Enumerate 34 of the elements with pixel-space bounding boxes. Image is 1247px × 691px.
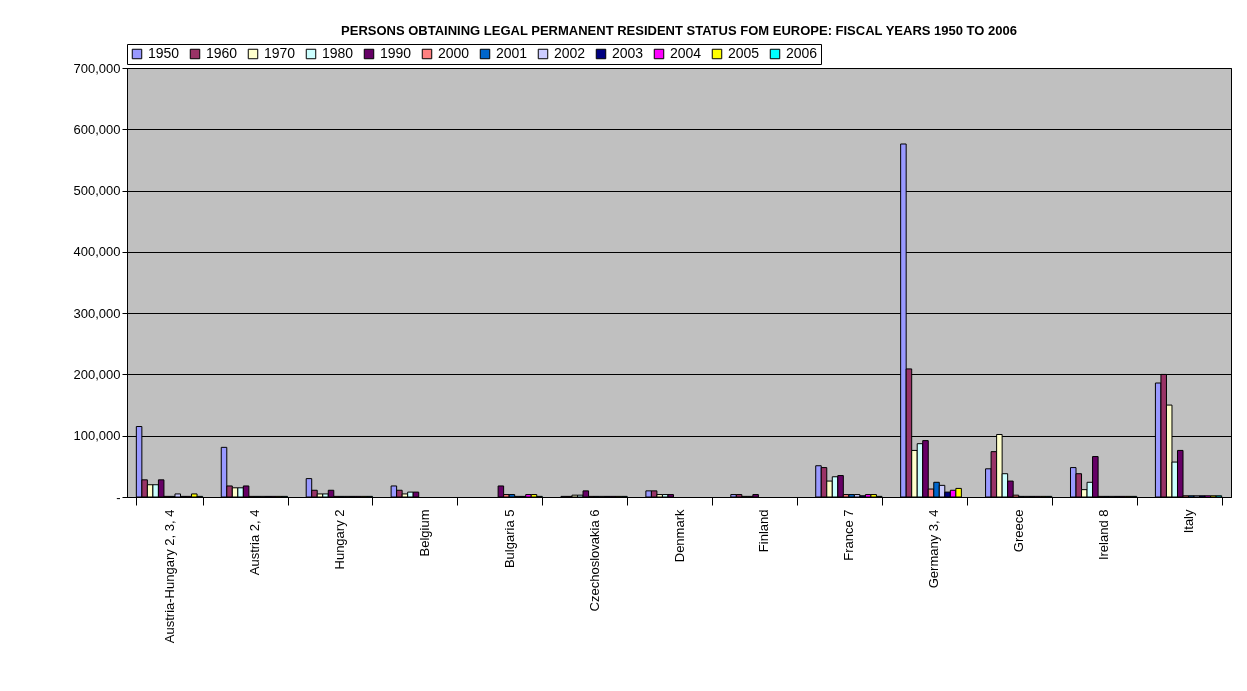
legend-label: 2003 [612, 45, 644, 61]
legend-label: 1980 [322, 45, 354, 61]
legend-label: 1990 [380, 45, 412, 61]
legend-label: 2001 [496, 45, 528, 61]
y-tick-label: - [116, 489, 121, 505]
chart-title: PERSONS OBTAINING LEGAL PERMANENT RESIDENT STATUS FOM EUROPE: FISCAL YEARS 1950 TO 2006 [341, 22, 1017, 38]
legend-label: 2006 [786, 45, 818, 61]
legend-label: 2005 [728, 45, 760, 61]
x-tick-label: Belgium [416, 509, 432, 557]
y-tick-label: 200,000 [73, 366, 121, 382]
legend-label: 1960 [206, 45, 238, 61]
x-tick-label: Germany 3, 4 [926, 509, 942, 589]
y-tick-label: 100,000 [73, 428, 121, 444]
x-tick-label: Czechoslovakia 6 [586, 509, 602, 612]
y-tick-label: 400,000 [73, 244, 121, 260]
x-tick-label: Italy [1181, 509, 1197, 534]
x-tick-label: Austria 2, 4 [246, 509, 262, 576]
legend-label: 2004 [670, 45, 702, 61]
y-tick-label: 700,000 [73, 60, 121, 76]
y-tick-label: 300,000 [73, 305, 121, 321]
legend-label: 1970 [264, 45, 296, 61]
y-tick-label: 500,000 [73, 183, 121, 199]
x-tick-label: Denmark [671, 509, 687, 563]
x-tick-label: Bulgaria 5 [501, 509, 517, 569]
legend-label: 1950 [148, 45, 180, 61]
legend-label: 2000 [438, 45, 470, 61]
x-tick-label: France 7 [841, 509, 857, 561]
x-tick-label: Ireland 8 [1096, 509, 1112, 561]
x-tick-label: Hungary 2 [331, 509, 347, 570]
x-tick-label: Greece [1011, 509, 1027, 553]
x-tick-label: Finland [756, 509, 772, 553]
y-tick-label: 600,000 [73, 121, 121, 137]
legend-label: 2002 [554, 45, 586, 61]
x-tick-label: Austria-Hungary 2, 3, 4 [161, 509, 177, 644]
